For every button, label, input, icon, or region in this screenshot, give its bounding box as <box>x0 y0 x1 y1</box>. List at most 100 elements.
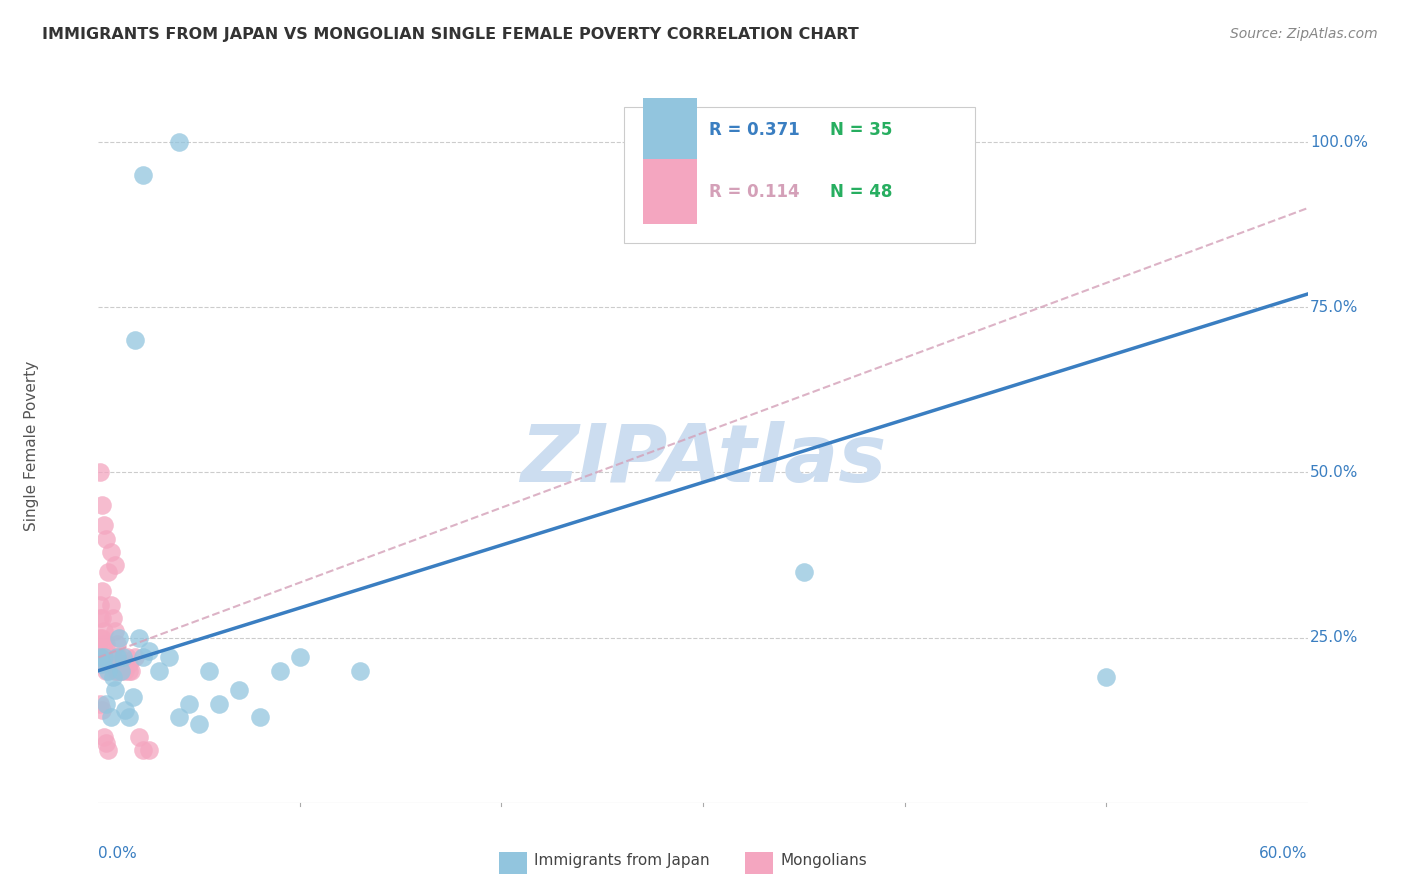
Point <box>132 650 155 665</box>
Text: 75.0%: 75.0% <box>1310 300 1358 315</box>
Point <box>111 657 134 671</box>
Point <box>148 664 170 678</box>
Point <box>101 670 124 684</box>
Point <box>1095 670 1118 684</box>
Text: 50.0%: 50.0% <box>1310 465 1358 480</box>
Point <box>288 650 311 665</box>
Text: R = 0.371: R = 0.371 <box>709 121 800 139</box>
Text: 0.0%: 0.0% <box>98 846 138 861</box>
Text: Source: ZipAtlas.com: Source: ZipAtlas.com <box>1230 27 1378 41</box>
Point <box>101 650 124 665</box>
FancyBboxPatch shape <box>643 160 697 224</box>
Point <box>793 565 815 579</box>
Point <box>167 135 190 149</box>
Point <box>89 644 111 658</box>
Text: N = 35: N = 35 <box>830 121 893 139</box>
Point <box>114 664 136 678</box>
Point <box>96 637 118 651</box>
Point <box>118 664 141 678</box>
Point <box>101 611 124 625</box>
Point <box>103 683 125 698</box>
Point <box>105 650 128 665</box>
Point <box>124 650 146 665</box>
Point <box>132 743 155 757</box>
Point <box>91 650 114 665</box>
Point <box>100 650 122 665</box>
Point <box>107 664 129 678</box>
Text: 100.0%: 100.0% <box>1310 135 1368 150</box>
Text: R = 0.114: R = 0.114 <box>709 183 800 201</box>
Point <box>188 716 211 731</box>
Point <box>89 697 111 711</box>
Point <box>96 664 118 678</box>
Point <box>89 598 111 612</box>
Point <box>93 624 115 638</box>
Point <box>110 664 132 678</box>
Point <box>100 545 122 559</box>
Point <box>91 631 114 645</box>
Point <box>118 710 141 724</box>
Point <box>167 710 190 724</box>
Point <box>124 333 146 347</box>
Point <box>107 631 129 645</box>
Point <box>93 650 115 665</box>
Point <box>177 697 201 711</box>
Point <box>349 664 371 678</box>
Point <box>100 598 122 612</box>
Point <box>128 631 150 645</box>
Point <box>105 637 128 651</box>
Point <box>91 657 114 671</box>
Text: 60.0%: 60.0% <box>1260 846 1308 861</box>
Point <box>111 650 134 665</box>
Text: IMMIGRANTS FROM JAPAN VS MONGOLIAN SINGLE FEMALE POVERTY CORRELATION CHART: IMMIGRANTS FROM JAPAN VS MONGOLIAN SINGL… <box>42 27 859 42</box>
Point <box>91 611 114 625</box>
Point <box>208 697 231 711</box>
Point <box>97 743 120 757</box>
Point <box>110 664 132 678</box>
Point <box>91 703 114 717</box>
Point <box>96 532 118 546</box>
Point <box>103 558 125 572</box>
Point <box>93 650 115 665</box>
Point <box>89 466 111 480</box>
Point <box>157 650 180 665</box>
Point <box>89 657 111 671</box>
Point <box>138 644 160 658</box>
Point <box>128 730 150 744</box>
Point <box>103 664 125 678</box>
Point <box>96 697 118 711</box>
Point <box>89 631 111 645</box>
Point <box>93 637 115 651</box>
Point <box>114 703 136 717</box>
Point <box>103 624 125 638</box>
Point <box>97 664 120 678</box>
FancyBboxPatch shape <box>643 98 697 162</box>
Text: 25.0%: 25.0% <box>1310 630 1358 645</box>
Point <box>89 650 111 665</box>
Point <box>97 565 120 579</box>
Point <box>121 690 143 704</box>
Point <box>96 736 118 750</box>
FancyBboxPatch shape <box>624 107 976 243</box>
Text: ZIPAtlas: ZIPAtlas <box>520 421 886 500</box>
Point <box>228 683 250 698</box>
Point <box>249 710 271 724</box>
Point <box>118 657 141 671</box>
Point <box>269 664 291 678</box>
Text: Immigrants from Japan: Immigrants from Japan <box>534 854 710 868</box>
Point <box>97 650 120 665</box>
Point <box>132 168 155 182</box>
Point <box>89 611 111 625</box>
Point <box>93 730 115 744</box>
Point <box>120 664 142 678</box>
Point <box>105 664 128 678</box>
Point <box>100 710 122 724</box>
Point <box>107 650 129 665</box>
Text: Single Female Poverty: Single Female Poverty <box>24 361 39 531</box>
Point <box>115 650 138 665</box>
Point <box>93 518 115 533</box>
Point <box>138 743 160 757</box>
Point <box>91 584 114 599</box>
Point <box>91 499 114 513</box>
Point <box>198 664 221 678</box>
